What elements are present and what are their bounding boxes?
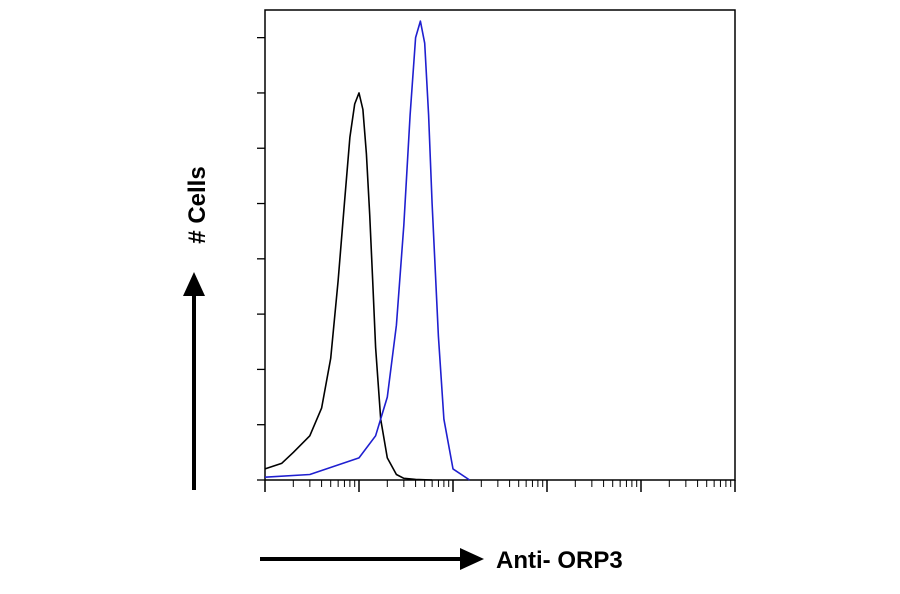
x-axis-ticks	[264, 480, 736, 492]
series-line-1	[264, 92, 433, 481]
y-axis-arrowhead	[183, 272, 205, 296]
y-axis-label: # Cells	[184, 166, 211, 243]
plot-frame	[264, 9, 736, 481]
y-axis-ticks	[257, 36, 265, 481]
series-layer	[264, 20, 471, 481]
x-axis-label-group: Anti- ORP3	[260, 547, 623, 574]
y-axis-label-group: # Cells	[183, 166, 211, 490]
plot-area	[264, 9, 736, 481]
x-axis-label: Anti- ORP3	[496, 547, 623, 574]
series-line-2	[264, 20, 471, 481]
x-axis-arrowhead	[460, 548, 484, 570]
